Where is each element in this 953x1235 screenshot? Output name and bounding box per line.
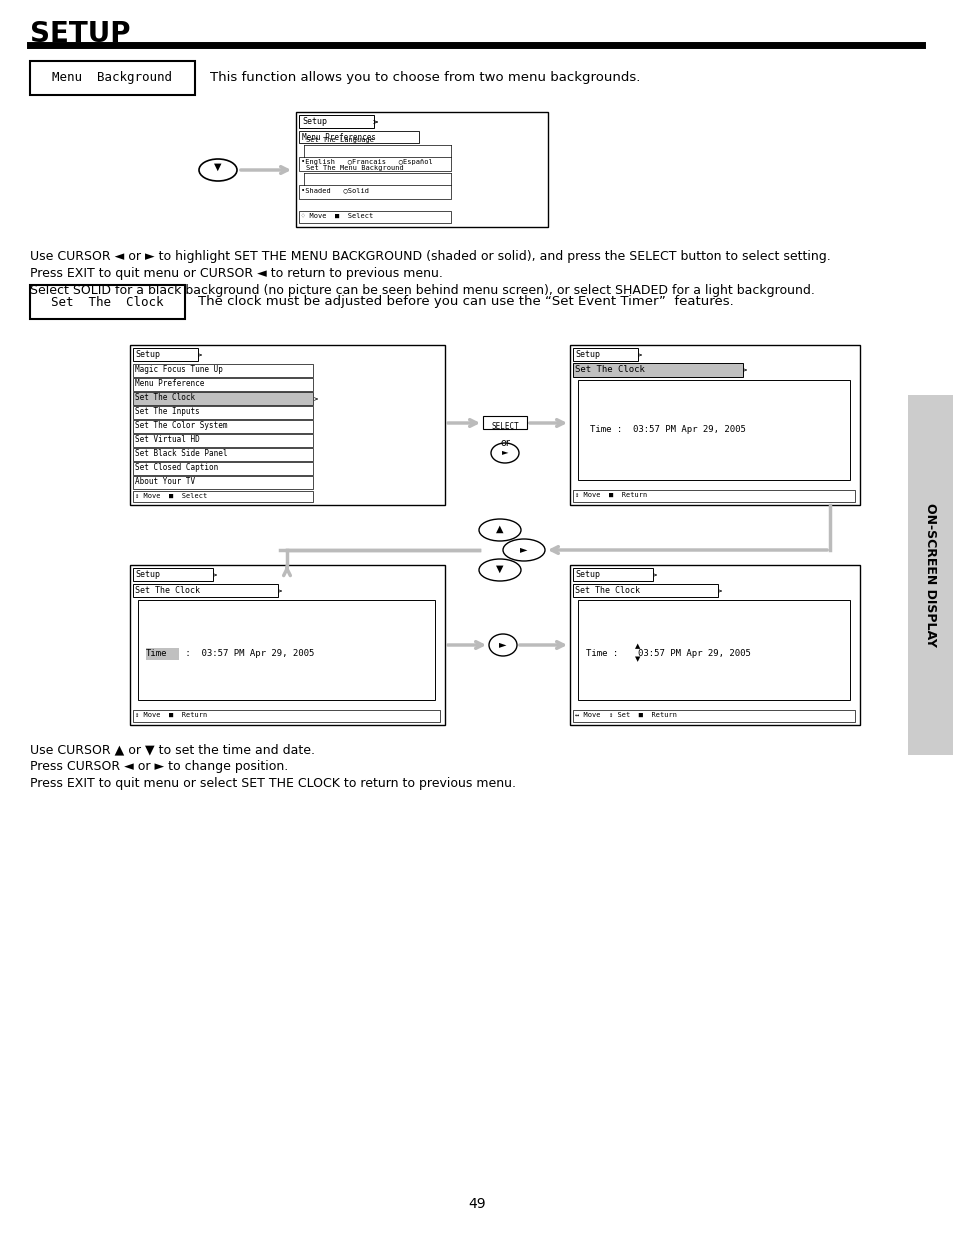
Bar <box>578 380 849 480</box>
Text: ↕ Move  ■  Return: ↕ Move ■ Return <box>575 492 646 498</box>
Bar <box>573 348 638 361</box>
Text: Setup: Setup <box>302 117 327 126</box>
Bar <box>130 564 444 725</box>
Bar <box>130 345 444 505</box>
Bar <box>132 710 439 722</box>
Bar <box>573 710 854 722</box>
Text: Setup: Setup <box>575 571 599 579</box>
Ellipse shape <box>491 443 518 463</box>
Bar <box>578 600 849 700</box>
Bar <box>30 61 194 95</box>
Bar <box>132 391 313 405</box>
Bar <box>569 345 859 505</box>
Ellipse shape <box>502 538 544 561</box>
Text: About Your TV: About Your TV <box>135 477 195 487</box>
Text: Use CURSOR ◄ or ► to highlight SET THE MENU BACKGROUND (shaded or solid), and pr: Use CURSOR ◄ or ► to highlight SET THE M… <box>30 249 830 263</box>
Text: Setup: Setup <box>135 571 160 579</box>
Bar <box>132 584 277 597</box>
Text: Use CURSOR ▲ or ▼ to set the time and date.: Use CURSOR ▲ or ▼ to set the time and da… <box>30 743 314 756</box>
Bar <box>298 157 451 170</box>
Bar <box>573 363 742 377</box>
Text: SETUP: SETUP <box>30 20 131 48</box>
Text: •Shaded   ○Solid: •Shaded ○Solid <box>301 186 369 193</box>
Text: •English   ○Francais   ○Español: •English ○Francais ○Español <box>301 159 433 165</box>
Text: Set The Clock: Set The Clock <box>575 366 644 374</box>
Text: Menu Preferences: Menu Preferences <box>302 133 375 142</box>
Bar <box>298 185 451 199</box>
Bar <box>138 600 435 700</box>
Bar <box>132 364 313 377</box>
Text: SELECT: SELECT <box>491 422 518 431</box>
Bar <box>298 115 374 128</box>
Text: ↕ Move  ■  Select: ↕ Move ■ Select <box>135 493 207 499</box>
Text: :  03:57 PM Apr 29, 2005: : 03:57 PM Apr 29, 2005 <box>180 650 314 658</box>
Bar <box>573 568 652 580</box>
Bar <box>569 564 859 725</box>
Bar <box>132 475 313 489</box>
Text: ►: ► <box>501 447 508 457</box>
Bar <box>132 448 313 461</box>
Text: Setup: Setup <box>135 350 160 359</box>
Text: Set The Menu Background: Set The Menu Background <box>306 165 403 170</box>
Text: Time :  03:57 PM Apr 29, 2005: Time : 03:57 PM Apr 29, 2005 <box>589 425 745 433</box>
Bar <box>132 568 213 580</box>
Text: Select SOLID for a black background (no picture can be seen behind menu screen),: Select SOLID for a black background (no … <box>30 284 814 296</box>
Text: ▼: ▼ <box>635 656 640 662</box>
Text: Time :: Time : <box>585 650 628 658</box>
Bar <box>295 112 547 227</box>
Text: Magic Focus Tune Up: Magic Focus Tune Up <box>135 366 223 374</box>
Text: or: or <box>499 438 510 448</box>
Text: Press CURSOR ◄ or ► to change position.: Press CURSOR ◄ or ► to change position. <box>30 760 288 773</box>
Text: This function allows you to choose from two menu backgrounds.: This function allows you to choose from … <box>210 72 639 84</box>
Text: Setup: Setup <box>575 350 599 359</box>
Text: ►: ► <box>498 638 506 650</box>
Bar <box>573 584 718 597</box>
Text: Set The Clock: Set The Clock <box>135 585 200 595</box>
Bar <box>30 285 185 319</box>
Bar <box>907 395 953 755</box>
Ellipse shape <box>199 159 236 182</box>
Text: Press EXIT to quit menu or select SET THE CLOCK to return to previous menu.: Press EXIT to quit menu or select SET TH… <box>30 777 516 790</box>
Text: ↕ Move  ■  Return: ↕ Move ■ Return <box>135 713 207 718</box>
Bar <box>298 131 418 143</box>
Ellipse shape <box>478 559 520 580</box>
Text: Press EXIT to quit menu or CURSOR ◄ to return to previous menu.: Press EXIT to quit menu or CURSOR ◄ to r… <box>30 267 442 280</box>
Text: ▼: ▼ <box>214 162 221 172</box>
Bar <box>132 378 313 391</box>
Text: Menu  Background: Menu Background <box>52 72 172 84</box>
Text: Set The Clock: Set The Clock <box>575 585 639 595</box>
Bar <box>132 492 313 501</box>
Bar <box>146 648 179 659</box>
Text: Set Black Side Panel: Set Black Side Panel <box>135 450 227 458</box>
Text: ▲: ▲ <box>496 524 503 534</box>
Bar <box>132 420 313 433</box>
Text: ▲: ▲ <box>635 643 640 650</box>
Bar <box>132 348 198 361</box>
Text: Set  The  Clock: Set The Clock <box>51 295 163 309</box>
Text: ►: ► <box>519 543 527 555</box>
Text: Set Closed Caption: Set Closed Caption <box>135 463 218 472</box>
Bar <box>482 416 526 429</box>
Bar <box>132 406 313 419</box>
Ellipse shape <box>489 634 517 656</box>
Text: ♢ Move  ■  Select: ♢ Move ■ Select <box>301 212 373 219</box>
Bar <box>132 433 313 447</box>
Text: Set The Clock: Set The Clock <box>135 393 195 403</box>
Text: Set The Inputs: Set The Inputs <box>135 408 199 416</box>
Text: Set The Color System: Set The Color System <box>135 421 227 430</box>
Bar <box>573 490 854 501</box>
Text: 49: 49 <box>468 1197 485 1212</box>
Text: The clock must be adjusted before you can use the “Set Event Timer”  features.: The clock must be adjusted before you ca… <box>198 295 733 309</box>
Text: Menu Preference: Menu Preference <box>135 379 204 388</box>
Text: ↔ Move  ↕ Set  ■  Return: ↔ Move ↕ Set ■ Return <box>575 713 677 718</box>
Bar <box>298 211 451 224</box>
Text: ON-SCREEN DISPLAY: ON-SCREEN DISPLAY <box>923 503 937 647</box>
Text: Set The Language: Set The Language <box>306 137 374 143</box>
Text: ▼: ▼ <box>496 564 503 574</box>
Text: Set Virtual HD: Set Virtual HD <box>135 435 199 445</box>
Text: 03:57 PM Apr 29, 2005: 03:57 PM Apr 29, 2005 <box>638 650 750 658</box>
Ellipse shape <box>478 519 520 541</box>
Bar <box>132 462 313 475</box>
Text: Time: Time <box>146 650 168 658</box>
